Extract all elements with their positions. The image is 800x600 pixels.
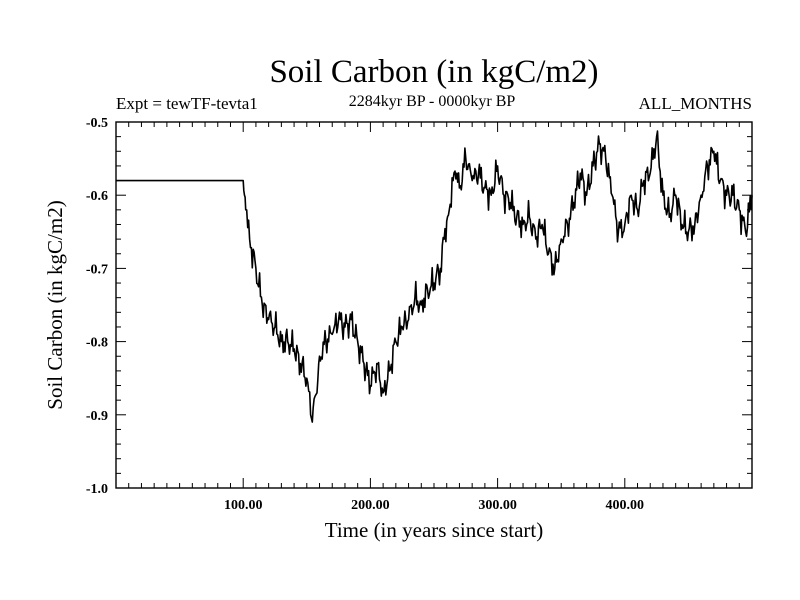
chart-title: Soil Carbon (in kgC/m2) bbox=[269, 54, 598, 90]
y-tick-label: -0.9 bbox=[86, 409, 108, 424]
experiment-label: Expt = tewTF-tevta1 bbox=[116, 94, 258, 113]
tick-labels: 100.00 200.00 300.00 400.00 -0.5 -0.6 -0.7 -0.8… bbox=[86, 116, 644, 513]
data-series bbox=[116, 130, 753, 423]
y-tick-label: -1.0 bbox=[86, 482, 108, 497]
y-tick-label: -0.7 bbox=[86, 262, 108, 277]
x-axis-label: Time (in years since start) bbox=[325, 518, 544, 542]
x-tick-label: 200.00 bbox=[351, 498, 390, 513]
y-axis-label: Soil Carbon (in kgC/m2) bbox=[43, 200, 67, 409]
y-tick-label: -0.6 bbox=[86, 189, 108, 204]
axis-ticks bbox=[116, 122, 752, 488]
x-tick-label: 400.00 bbox=[606, 498, 645, 513]
months-label: ALL_MONTHS bbox=[639, 94, 752, 113]
y-tick-label: -0.8 bbox=[86, 336, 108, 351]
x-tick-label: 100.00 bbox=[224, 498, 263, 513]
time-range-label: 2284kyr BP - 0000kyr BP bbox=[349, 93, 516, 110]
plot-frame bbox=[115, 121, 753, 489]
x-tick-label: 300.00 bbox=[478, 498, 517, 513]
series-line bbox=[116, 130, 753, 423]
y-tick-label: -0.5 bbox=[86, 116, 108, 131]
